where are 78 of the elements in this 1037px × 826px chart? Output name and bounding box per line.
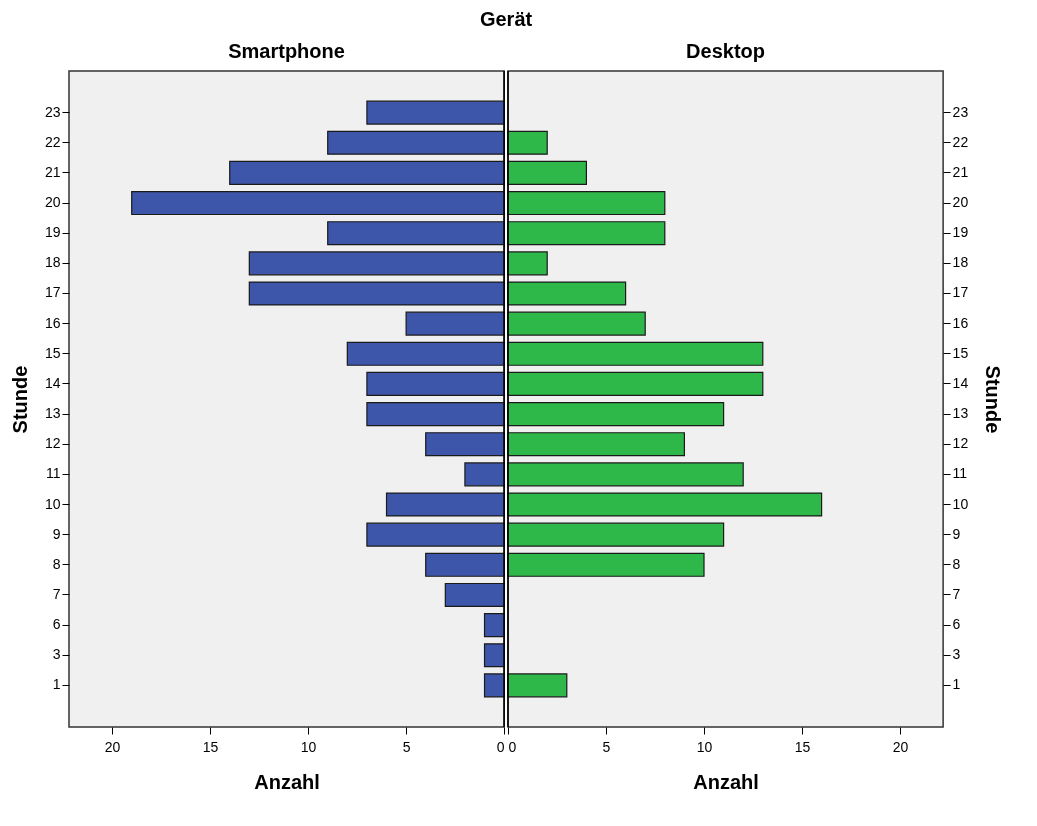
y-tick-label: 11	[45, 465, 61, 482]
y-tick-label: 6	[52, 616, 61, 633]
y-tick-label: 21	[44, 163, 61, 180]
x-tick-label: 0	[508, 738, 517, 755]
bar	[444, 582, 505, 608]
bar	[507, 190, 666, 216]
y-tick-label: 13	[952, 405, 969, 422]
y-tick-label: 7	[952, 585, 961, 602]
y-tick-label: 1	[52, 676, 61, 693]
bar	[507, 522, 725, 547]
x-tick-label: 20	[892, 738, 909, 755]
bar	[483, 643, 505, 668]
x-tick-label: 15	[794, 738, 811, 755]
y-tick-label: 10	[952, 495, 969, 512]
x-axis-title: Anzahl	[693, 770, 759, 793]
bar	[507, 130, 548, 155]
bar	[366, 100, 505, 125]
y-tick-label: 22	[44, 133, 61, 150]
y-tick-label: 1	[952, 676, 961, 693]
y-tick-label: 21	[952, 163, 969, 180]
chart-title: Smartphone	[228, 40, 345, 63]
x-tick-label: 5	[402, 738, 411, 755]
y-tick-label: 14	[952, 374, 969, 391]
y-tick-label: 16	[952, 314, 969, 331]
y-tick-label: 23	[952, 103, 969, 120]
bar	[483, 613, 505, 638]
y-tick-label: 14	[44, 374, 61, 391]
y-tick-label: 8	[52, 555, 61, 572]
bar	[507, 281, 627, 306]
y-tick-label: 3	[52, 646, 61, 663]
y-tick-label: 12	[952, 435, 969, 452]
y-tick-label: 7	[52, 585, 61, 602]
y-tick-label: 9	[52, 525, 61, 542]
y-tick-label: 6	[952, 616, 961, 633]
y-tick-label: 17	[952, 284, 969, 301]
y-tick-label: 8	[952, 555, 961, 572]
y-tick-label: 19	[952, 224, 969, 241]
x-tick-label: 15	[202, 738, 219, 755]
y-axis-title: Stunde	[8, 365, 31, 434]
y-tick-label: 20	[44, 194, 61, 211]
bar	[507, 552, 705, 577]
bar	[507, 492, 823, 517]
bar	[507, 432, 685, 457]
bar	[507, 160, 587, 185]
y-tick-label: 11	[952, 465, 968, 482]
bar	[464, 462, 505, 487]
y-tick-label: 9	[952, 525, 961, 542]
bar	[507, 221, 666, 246]
y-tick-label: 16	[44, 314, 61, 331]
y-tick-label: 10	[44, 495, 61, 512]
x-tick-label: 0	[496, 738, 505, 755]
y-tick-label: 20	[952, 194, 969, 211]
y-axis-title: Stunde	[982, 365, 1005, 434]
x-tick-label: 10	[696, 738, 713, 755]
text: Gerät	[479, 7, 533, 30]
bar	[507, 462, 744, 487]
y-tick-label: 13	[44, 405, 61, 422]
chart-title: Desktop	[686, 40, 766, 63]
y-tick-label: 19	[44, 224, 61, 241]
bar	[507, 251, 548, 276]
bar	[507, 673, 568, 698]
y-tick-label: 18	[44, 254, 61, 271]
x-tick-label: 10	[300, 738, 317, 755]
y-tick-label: 23	[44, 103, 61, 120]
x-tick-label: 5	[602, 738, 611, 755]
y-tick-label: 17	[44, 284, 61, 301]
y-tick-label: 22	[952, 133, 969, 150]
y-tick-label: 12	[44, 435, 61, 452]
bar	[507, 341, 764, 366]
bar	[507, 311, 646, 336]
bar	[507, 371, 764, 396]
y-tick-label: 18	[952, 254, 969, 271]
x-axis-title: Anzahl	[254, 770, 320, 793]
y-tick-label: 3	[952, 646, 961, 663]
bar	[507, 402, 725, 427]
y-tick-label: 15	[952, 344, 969, 361]
x-tick-label: 20	[104, 738, 121, 755]
y-tick-label: 15	[44, 344, 61, 361]
